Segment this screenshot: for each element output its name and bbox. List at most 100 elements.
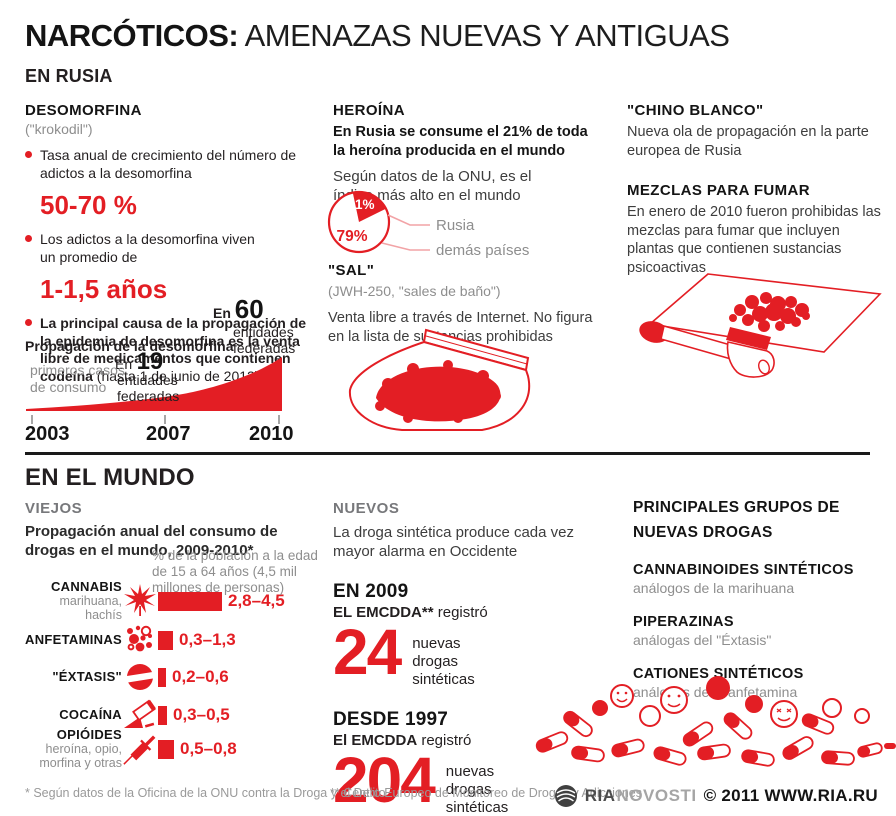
area-chart-mid-annotation-unit: entidades federadas (117, 372, 180, 405)
area-chart-mid-annotation: En 19 (115, 348, 163, 376)
grupo-item-piperazinas: PIPERAZINAS análogas del "Éxtasis" (633, 614, 871, 648)
grupos-heading: PRINCIPALES GRUPOS DE NUEVAS DROGAS (633, 499, 840, 541)
sal-heading: "SAL" (328, 262, 375, 279)
capsules (535, 710, 896, 767)
heroina-lead: En Rusia se consume el 21% de toda la he… (333, 124, 588, 159)
drug-label: CANNABIS marihuana, hachís (25, 578, 122, 622)
drug-name: COCAÍNA (59, 706, 122, 722)
section-heading-russia: EN RUSIA (25, 66, 113, 86)
powder-blob (376, 366, 501, 422)
syringe-icon (122, 730, 158, 768)
drug-sublabel: heroína, opio, morfina y otras (39, 742, 122, 771)
section-divider (25, 452, 870, 455)
sal-block: "SAL" (JWH-250, "sales de baño") Venta l… (328, 262, 603, 346)
drug-name: "ÉXTASIS" (52, 668, 122, 684)
viejos-block: VIEJOS Propagación anual del consumo de … (25, 500, 315, 561)
stat-caption: nuevas drogas sintéticas (445, 763, 509, 816)
pie-slice-russia (352, 192, 386, 222)
bar-anfetaminas (158, 630, 173, 650)
bar-opioides (158, 739, 174, 759)
axis-tick (278, 415, 280, 424)
bullet-text: Tasa anual de crecimiento del número de … (40, 147, 297, 181)
pie-connector-line (381, 242, 430, 251)
drug-label: OPIÓIDES heroína, opio, morfina y otras (25, 727, 122, 771)
org-line-1997: El EMCDDA registró (333, 732, 595, 749)
area-chart-start-annotation: primeros casos de consumo (30, 362, 125, 395)
viejos-subtitle: Propagación anual del consumo de drogas … (25, 523, 278, 559)
org-line-2009: EL EMCDDA** registró (333, 604, 595, 621)
powder-grains (375, 360, 501, 423)
ecstasy-tablet-icon (122, 660, 158, 694)
desomorfina-bullet-list: La principal causa de la propagación de … (25, 315, 317, 385)
drug-row-extasis: "ÉXTASIS" 0,2–0,6 (25, 654, 229, 700)
annotation-value: 60 (234, 294, 264, 324)
bullet-item: La principal causa de la propagación de … (25, 315, 317, 385)
bullet-item: Tasa anual de crecimiento del número de … (25, 147, 317, 182)
cannabis-leaf-icon (122, 583, 158, 619)
bullet-item: Los adictos a la desomorfina viven un pr… (25, 231, 270, 266)
nuevos-block: NUEVOS La droga sintética produce cada v… (333, 500, 595, 816)
desomorfina-heading: DESOMORFINA (25, 102, 142, 119)
drug-name: ANFETAMINAS (25, 631, 122, 647)
bullet-text-bold: La principal causa de la propagación de … (40, 315, 307, 384)
period-2009: EN 2009 (333, 581, 409, 603)
axis-label-2010: 2010 (249, 423, 294, 445)
brand-ria: RIA (584, 786, 616, 805)
page-title-bold: NARCÓTICOS: (25, 18, 239, 53)
ria-novosti-globe-icon (554, 785, 577, 807)
pie-value-others: 79% (336, 228, 368, 245)
desomorfina-bullet-list: Tasa anual de crecimiento del número de … (25, 147, 317, 182)
bullet-dot-icon (25, 151, 32, 158)
area-chart-title: Propagación de la desomorfina (25, 338, 234, 354)
bag-zip-line (425, 335, 528, 365)
drug-row-anfetaminas: ANFETAMINAS 0,3–1,3 (25, 617, 236, 663)
desomorfina-alias: ("krokodil") (25, 121, 93, 137)
pipe-illustration (639, 321, 775, 378)
grupo-desc: análogos de la marihuana (633, 579, 795, 596)
area-series (26, 357, 282, 411)
desomorfina-block: DESOMORFINA ("krokodil") Tasa anual de c… (25, 102, 317, 393)
pie-connector-line (387, 214, 430, 226)
drug-label: ANFETAMINAS (25, 631, 122, 647)
stat-number-204: 204 (333, 744, 436, 816)
org-name: EL EMCDDA** (333, 604, 434, 622)
section-heading-world: EN EL MUNDO (25, 464, 195, 491)
sal-alias: (JWH-250, "sales de baño") (328, 283, 501, 299)
pie-label-russia: Rusia (436, 217, 475, 234)
stat-life-expectancy: 1-1,5 años (40, 274, 168, 304)
viejos-heading: VIEJOS (25, 500, 83, 517)
org-name: El EMCDDA (333, 732, 418, 750)
herb-blend (729, 292, 810, 332)
stat-caption: nuevas drogas sintéticas (412, 635, 475, 689)
chino-blanco-body: Nueva ola de propagación en la parte eur… (627, 124, 869, 159)
drug-name: CANNABIS (50, 578, 122, 594)
bar-cocaina (158, 705, 167, 725)
pipe-bowl-rim (726, 327, 771, 350)
bar-cannabis (158, 591, 222, 611)
footnote-un-source: * Según datos de la Oficina de la ONU co… (25, 786, 386, 800)
smoking-mixture-illustration (639, 273, 882, 378)
powder-bag-illustration (348, 328, 531, 431)
stat-growth-rate: 50-70 % (40, 190, 137, 220)
grupo-item-cannabinoides: CANNABINOIDES SINTÉTICOS análogos de la … (633, 562, 871, 596)
axis-tick (164, 415, 166, 424)
grupo-name: CATIONES SINTÉTICOS (633, 665, 804, 682)
mezclas-heading: MEZCLAS PARA FUMAR (627, 182, 811, 200)
area-chart-end-annotation: En 60 (213, 294, 264, 325)
axis-tick (31, 415, 33, 424)
copyright-text: © 2011 WWW.RIA.RU (703, 786, 878, 805)
stat-2009: 24 nuevas drogas sintéticas (333, 616, 595, 689)
page-title-rest: AMENAZAS NUEVAS Y ANTIGUAS (244, 18, 730, 53)
stat-number-24: 24 (333, 616, 402, 689)
pie-value-russia: 21% (347, 197, 375, 212)
bullet-dot-icon (25, 235, 32, 242)
cocaine-blade-icon (122, 697, 158, 733)
chino-blanco-block: "CHINO BLANCO" Nueva ola de propagación … (627, 102, 885, 277)
amphetamine-granules-icon (122, 623, 158, 657)
nuevos-lead: La droga sintética produce cada vez mayo… (333, 524, 574, 561)
mezclas-body: En enero de 2010 fueron prohibidas las m… (627, 204, 881, 276)
desomorfina-area-chart (26, 357, 282, 411)
bullet-text-note: (hasta 1 de junio de 2012) (96, 367, 260, 384)
grupo-name: PIPERAZINAS (633, 613, 734, 630)
